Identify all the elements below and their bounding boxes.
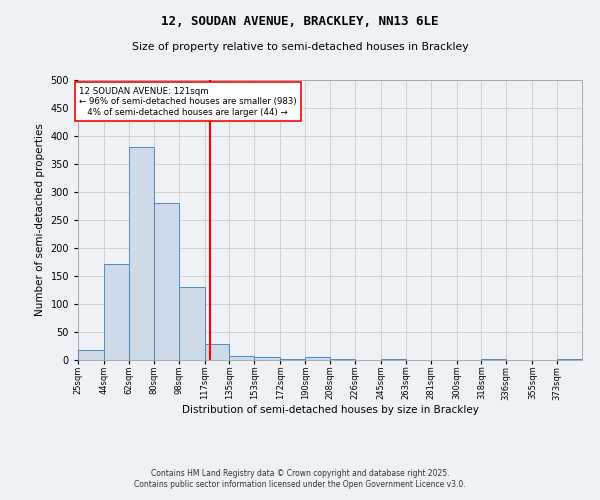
Bar [205,344,229,360]
Text: 12, SOUDAN AVENUE, BRACKLEY, NN13 6LE: 12, SOUDAN AVENUE, BRACKLEY, NN13 6LE [161,15,439,28]
Text: Contains HM Land Registry data © Crown copyright and database right 2025.: Contains HM Land Registry data © Crown c… [151,468,449,477]
Bar [280,359,305,360]
Bar [305,357,330,360]
Bar [229,356,254,360]
Text: Size of property relative to semi-detached houses in Brackley: Size of property relative to semi-detach… [131,42,469,52]
Bar [78,350,104,360]
Bar [179,286,205,360]
Bar [104,264,129,360]
Bar [557,359,582,360]
Bar [154,202,179,360]
Bar [254,357,280,360]
Bar [129,146,154,360]
Bar [381,359,406,360]
Y-axis label: Number of semi-detached properties: Number of semi-detached properties [35,124,45,316]
Bar [481,359,506,360]
Bar [330,359,355,360]
X-axis label: Distribution of semi-detached houses by size in Brackley: Distribution of semi-detached houses by … [182,405,478,415]
Text: Contains public sector information licensed under the Open Government Licence v3: Contains public sector information licen… [134,480,466,489]
Text: 12 SOUDAN AVENUE: 121sqm
← 96% of semi-detached houses are smaller (983)
   4% o: 12 SOUDAN AVENUE: 121sqm ← 96% of semi-d… [79,86,297,117]
